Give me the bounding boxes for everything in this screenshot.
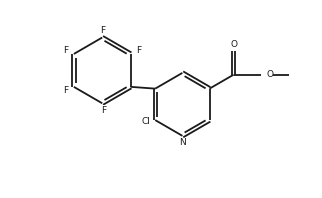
Text: F: F xyxy=(99,26,105,35)
Text: F: F xyxy=(136,46,141,55)
Text: F: F xyxy=(63,46,69,55)
Text: F: F xyxy=(63,86,69,95)
Text: F: F xyxy=(101,106,107,115)
Text: O: O xyxy=(230,40,237,49)
Text: Cl: Cl xyxy=(142,117,151,126)
Text: N: N xyxy=(179,138,186,148)
Text: O: O xyxy=(266,70,273,79)
